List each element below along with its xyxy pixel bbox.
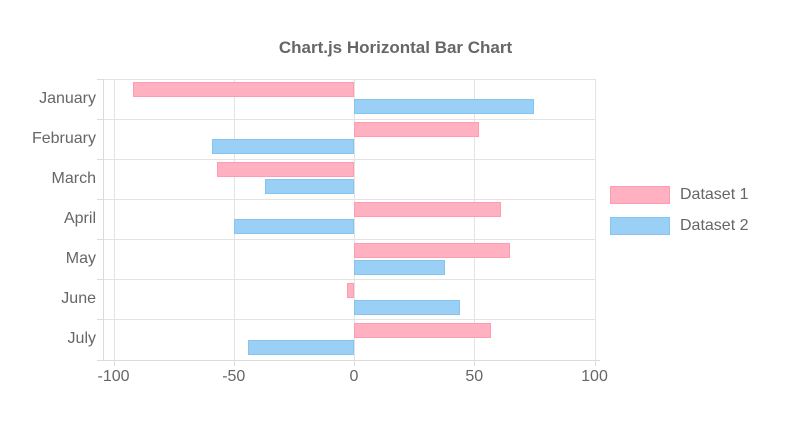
category-label: January bbox=[39, 89, 96, 107]
gridline-vertical bbox=[594, 78, 596, 360]
gridline-horizontal bbox=[103, 198, 595, 200]
x-axis-tick bbox=[233, 360, 235, 366]
bar-dataset2-january[interactable] bbox=[354, 99, 535, 114]
bar-dataset1-june[interactable] bbox=[346, 282, 354, 298]
x-axis-line bbox=[103, 359, 600, 361]
category-label: May bbox=[65, 250, 96, 268]
chart-title: Chart.js Horizontal Bar Chart bbox=[278, 38, 513, 57]
legend-swatch bbox=[610, 186, 670, 204]
x-tick-label: 100 bbox=[581, 368, 608, 385]
x-axis-tick bbox=[113, 360, 115, 366]
legend-swatch bbox=[610, 217, 670, 235]
bar-dataset1-january[interactable] bbox=[132, 82, 354, 97]
x-tick-label: -50 bbox=[222, 368, 246, 385]
legend: Dataset 1 Dataset 2 bbox=[610, 186, 748, 248]
y-axis-tick bbox=[97, 78, 103, 80]
y-axis-tick bbox=[97, 319, 103, 321]
x-axis-tick bbox=[474, 360, 476, 366]
category-label: March bbox=[51, 169, 96, 187]
bar-dataset2-july[interactable] bbox=[248, 339, 354, 355]
bar-dataset2-april[interactable] bbox=[233, 219, 354, 235]
y-axis-tick bbox=[97, 158, 103, 160]
bar-dataset2-february[interactable] bbox=[212, 139, 354, 155]
gridline-horizontal bbox=[103, 279, 595, 281]
gridline-vertical bbox=[233, 78, 235, 360]
y-axis-tick bbox=[97, 118, 103, 120]
bar-dataset1-march[interactable] bbox=[216, 162, 354, 178]
category-label: July bbox=[67, 330, 96, 348]
gridline-vertical bbox=[354, 78, 355, 360]
category-label: February bbox=[31, 129, 96, 147]
bar-dataset1-february[interactable] bbox=[354, 122, 480, 138]
x-axis-tick bbox=[594, 360, 596, 366]
x-tick-label: 0 bbox=[349, 368, 359, 385]
y-axis-line bbox=[103, 78, 104, 360]
x-tick-label: -100 bbox=[97, 368, 130, 385]
y-axis-tick bbox=[97, 359, 103, 361]
gridline-vertical bbox=[113, 78, 115, 360]
legend-label: Dataset 2 bbox=[680, 217, 749, 234]
category-label: June bbox=[61, 290, 96, 308]
gridline-horizontal bbox=[103, 118, 595, 120]
y-axis-tick bbox=[97, 279, 103, 281]
x-tick-label: 50 bbox=[465, 368, 484, 385]
gridline-horizontal bbox=[103, 239, 595, 241]
legend-item-dataset1[interactable]: Dataset 1 bbox=[610, 186, 748, 204]
bar-dataset2-march[interactable] bbox=[265, 179, 354, 195]
gridline-horizontal bbox=[103, 319, 595, 321]
bar-dataset1-july[interactable] bbox=[354, 322, 492, 338]
y-axis-tick bbox=[97, 239, 103, 241]
bar-dataset2-may[interactable] bbox=[354, 259, 446, 275]
gridline-horizontal bbox=[103, 78, 595, 80]
gridline-horizontal bbox=[103, 158, 595, 160]
bar-dataset2-june[interactable] bbox=[354, 299, 460, 315]
legend-label: Dataset 1 bbox=[680, 186, 749, 203]
category-label: April bbox=[63, 209, 96, 227]
gridline-vertical bbox=[474, 78, 476, 360]
plot-area bbox=[103, 78, 596, 361]
bar-dataset1-april[interactable] bbox=[354, 202, 501, 218]
y-axis-tick bbox=[97, 198, 103, 200]
bar-dataset1-may[interactable] bbox=[354, 242, 511, 258]
legend-item-dataset2[interactable]: Dataset 2 bbox=[610, 217, 748, 235]
x-axis-tick bbox=[354, 360, 355, 366]
